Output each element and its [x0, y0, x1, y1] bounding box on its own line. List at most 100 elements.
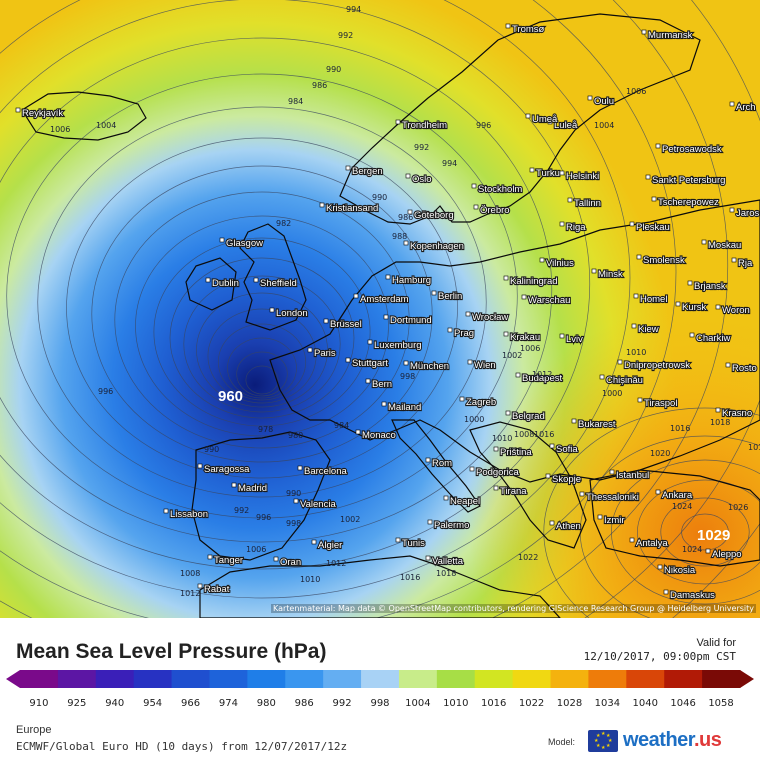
italy-outline	[391, 419, 481, 513]
pressure-map: Tromsø Murmansk Reykjavík Luleå Oulu Trondhei…	[0, 0, 760, 618]
chart-title: Mean Sea Level Pressure (hPa)	[16, 640, 327, 663]
colorbar-tick-label: 1022	[519, 698, 544, 709]
pressure-map-canvas: Tromsø Murmansk Reykjavík Luleå Oulu Trondhei…	[0, 0, 760, 618]
coastlines	[21, 13, 760, 618]
colorbar-tick-label: 1028	[557, 698, 582, 709]
city-label: Dnipropetrowsk	[624, 360, 690, 371]
city-label: Thessaloniki	[586, 492, 639, 503]
city-label: Pleskau	[636, 222, 670, 233]
city-label: Mailand	[388, 402, 421, 413]
city-label: Skopje	[552, 474, 581, 485]
city-label: Neapel	[450, 496, 480, 507]
city-marker	[539, 257, 545, 263]
isobar-value: 1008	[180, 569, 200, 578]
isobar-high	[579, 435, 760, 618]
city-label: Nikosia	[664, 565, 696, 576]
city-label: Belgrad	[512, 411, 545, 422]
isobar-value: 1004	[96, 121, 116, 130]
city-marker	[715, 407, 721, 413]
city-label: Oran	[280, 557, 301, 568]
colorbar-segment	[20, 670, 59, 688]
city-label: Podgorica	[476, 467, 519, 478]
city-marker	[641, 29, 647, 35]
colorbar-segment	[171, 670, 210, 688]
high-center-label: 1029	[697, 527, 730, 544]
isobar-low	[196, 292, 328, 408]
city-label: Warschau	[528, 295, 570, 306]
weather-us-logo[interactable]: ★ ★ ★ ★ ★ ★ ★ ★ weather.us	[588, 729, 722, 752]
city-marker	[273, 556, 279, 562]
isobar-value: 990	[372, 193, 387, 202]
city-marker	[425, 457, 431, 463]
city-label: Tiraspol	[644, 398, 677, 409]
city-marker	[549, 520, 555, 526]
isobar-value: 1016	[400, 573, 420, 582]
isobar-low	[114, 191, 410, 449]
city-marker	[431, 290, 437, 296]
city-label: Tirana	[500, 486, 527, 497]
city-marker	[675, 301, 681, 307]
city-marker	[319, 202, 325, 208]
isobar-value: 994	[442, 159, 457, 168]
colorbar-tick-label: 992	[333, 698, 352, 709]
isobar-value: 1026	[728, 503, 748, 512]
isobar-value: 1002	[340, 515, 360, 524]
city-marker	[687, 280, 693, 286]
city-marker	[355, 429, 361, 435]
isobar-value: 1006	[626, 87, 646, 96]
city-marker	[629, 537, 635, 543]
city-marker	[207, 554, 213, 560]
city-label: Brüssel	[330, 319, 362, 330]
city-label: Kiew	[638, 324, 659, 335]
isobar-value: 986	[312, 81, 327, 90]
city-label: Göteborg	[414, 210, 454, 221]
colorbar-tick-label: 1040	[633, 698, 658, 709]
city-label: Reykjavík	[22, 108, 63, 119]
city-marker	[395, 119, 401, 125]
isobar-high	[611, 459, 760, 605]
city-marker	[465, 311, 471, 317]
city-marker	[345, 357, 351, 363]
city-marker	[701, 239, 707, 245]
city-label: Istanbul	[616, 470, 649, 481]
city-label: Chișinău	[606, 375, 643, 386]
city-label: Krakau	[510, 332, 540, 343]
isobar-low	[37, 106, 487, 498]
city-marker	[559, 170, 565, 176]
city-label: Kaliningrad	[510, 276, 558, 287]
isobar-low	[0, 0, 591, 570]
city-marker	[197, 463, 203, 469]
city-label: Smolensk	[643, 255, 685, 266]
city-marker	[383, 314, 389, 320]
city-marker	[395, 537, 401, 543]
city-label: Valletta	[432, 556, 464, 567]
city-marker	[205, 277, 211, 283]
city-label: Madrid	[238, 483, 267, 494]
city-marker	[637, 397, 643, 403]
isobar-low	[135, 215, 389, 437]
city-label: Oslo	[412, 174, 432, 185]
city-label: Palermo	[434, 520, 469, 531]
isobar-value: 984	[288, 97, 303, 106]
isobar-labels: 994 992 990 986 984 982 1006 1004 1004 996 1006 992…	[50, 5, 760, 598]
colorbar-segment	[57, 670, 97, 688]
isobar-value: 992	[234, 506, 249, 515]
city-label: Paris	[314, 348, 336, 359]
city-marker	[345, 165, 351, 171]
isobar-high	[543, 407, 760, 618]
isobar-value: 1016	[670, 424, 690, 433]
city-marker	[307, 347, 313, 353]
city-marker	[367, 339, 373, 345]
isobar-value: 1018	[436, 569, 456, 578]
isobar-value: 978	[258, 425, 273, 434]
city-label: Prag	[454, 328, 474, 339]
city-marker	[617, 359, 623, 365]
city-label: Dortmund	[390, 315, 432, 326]
city-marker	[529, 167, 535, 173]
turkey-outline	[589, 469, 760, 567]
colorbar-tick-label: 966	[181, 698, 200, 709]
city-label: London	[276, 308, 308, 319]
city-marker	[427, 519, 433, 525]
pressure-colorbar: 910 925 940 954 966 974 980 986 992 998 1004 1010 10…	[6, 670, 754, 709]
city-label: Sofia	[556, 444, 578, 455]
